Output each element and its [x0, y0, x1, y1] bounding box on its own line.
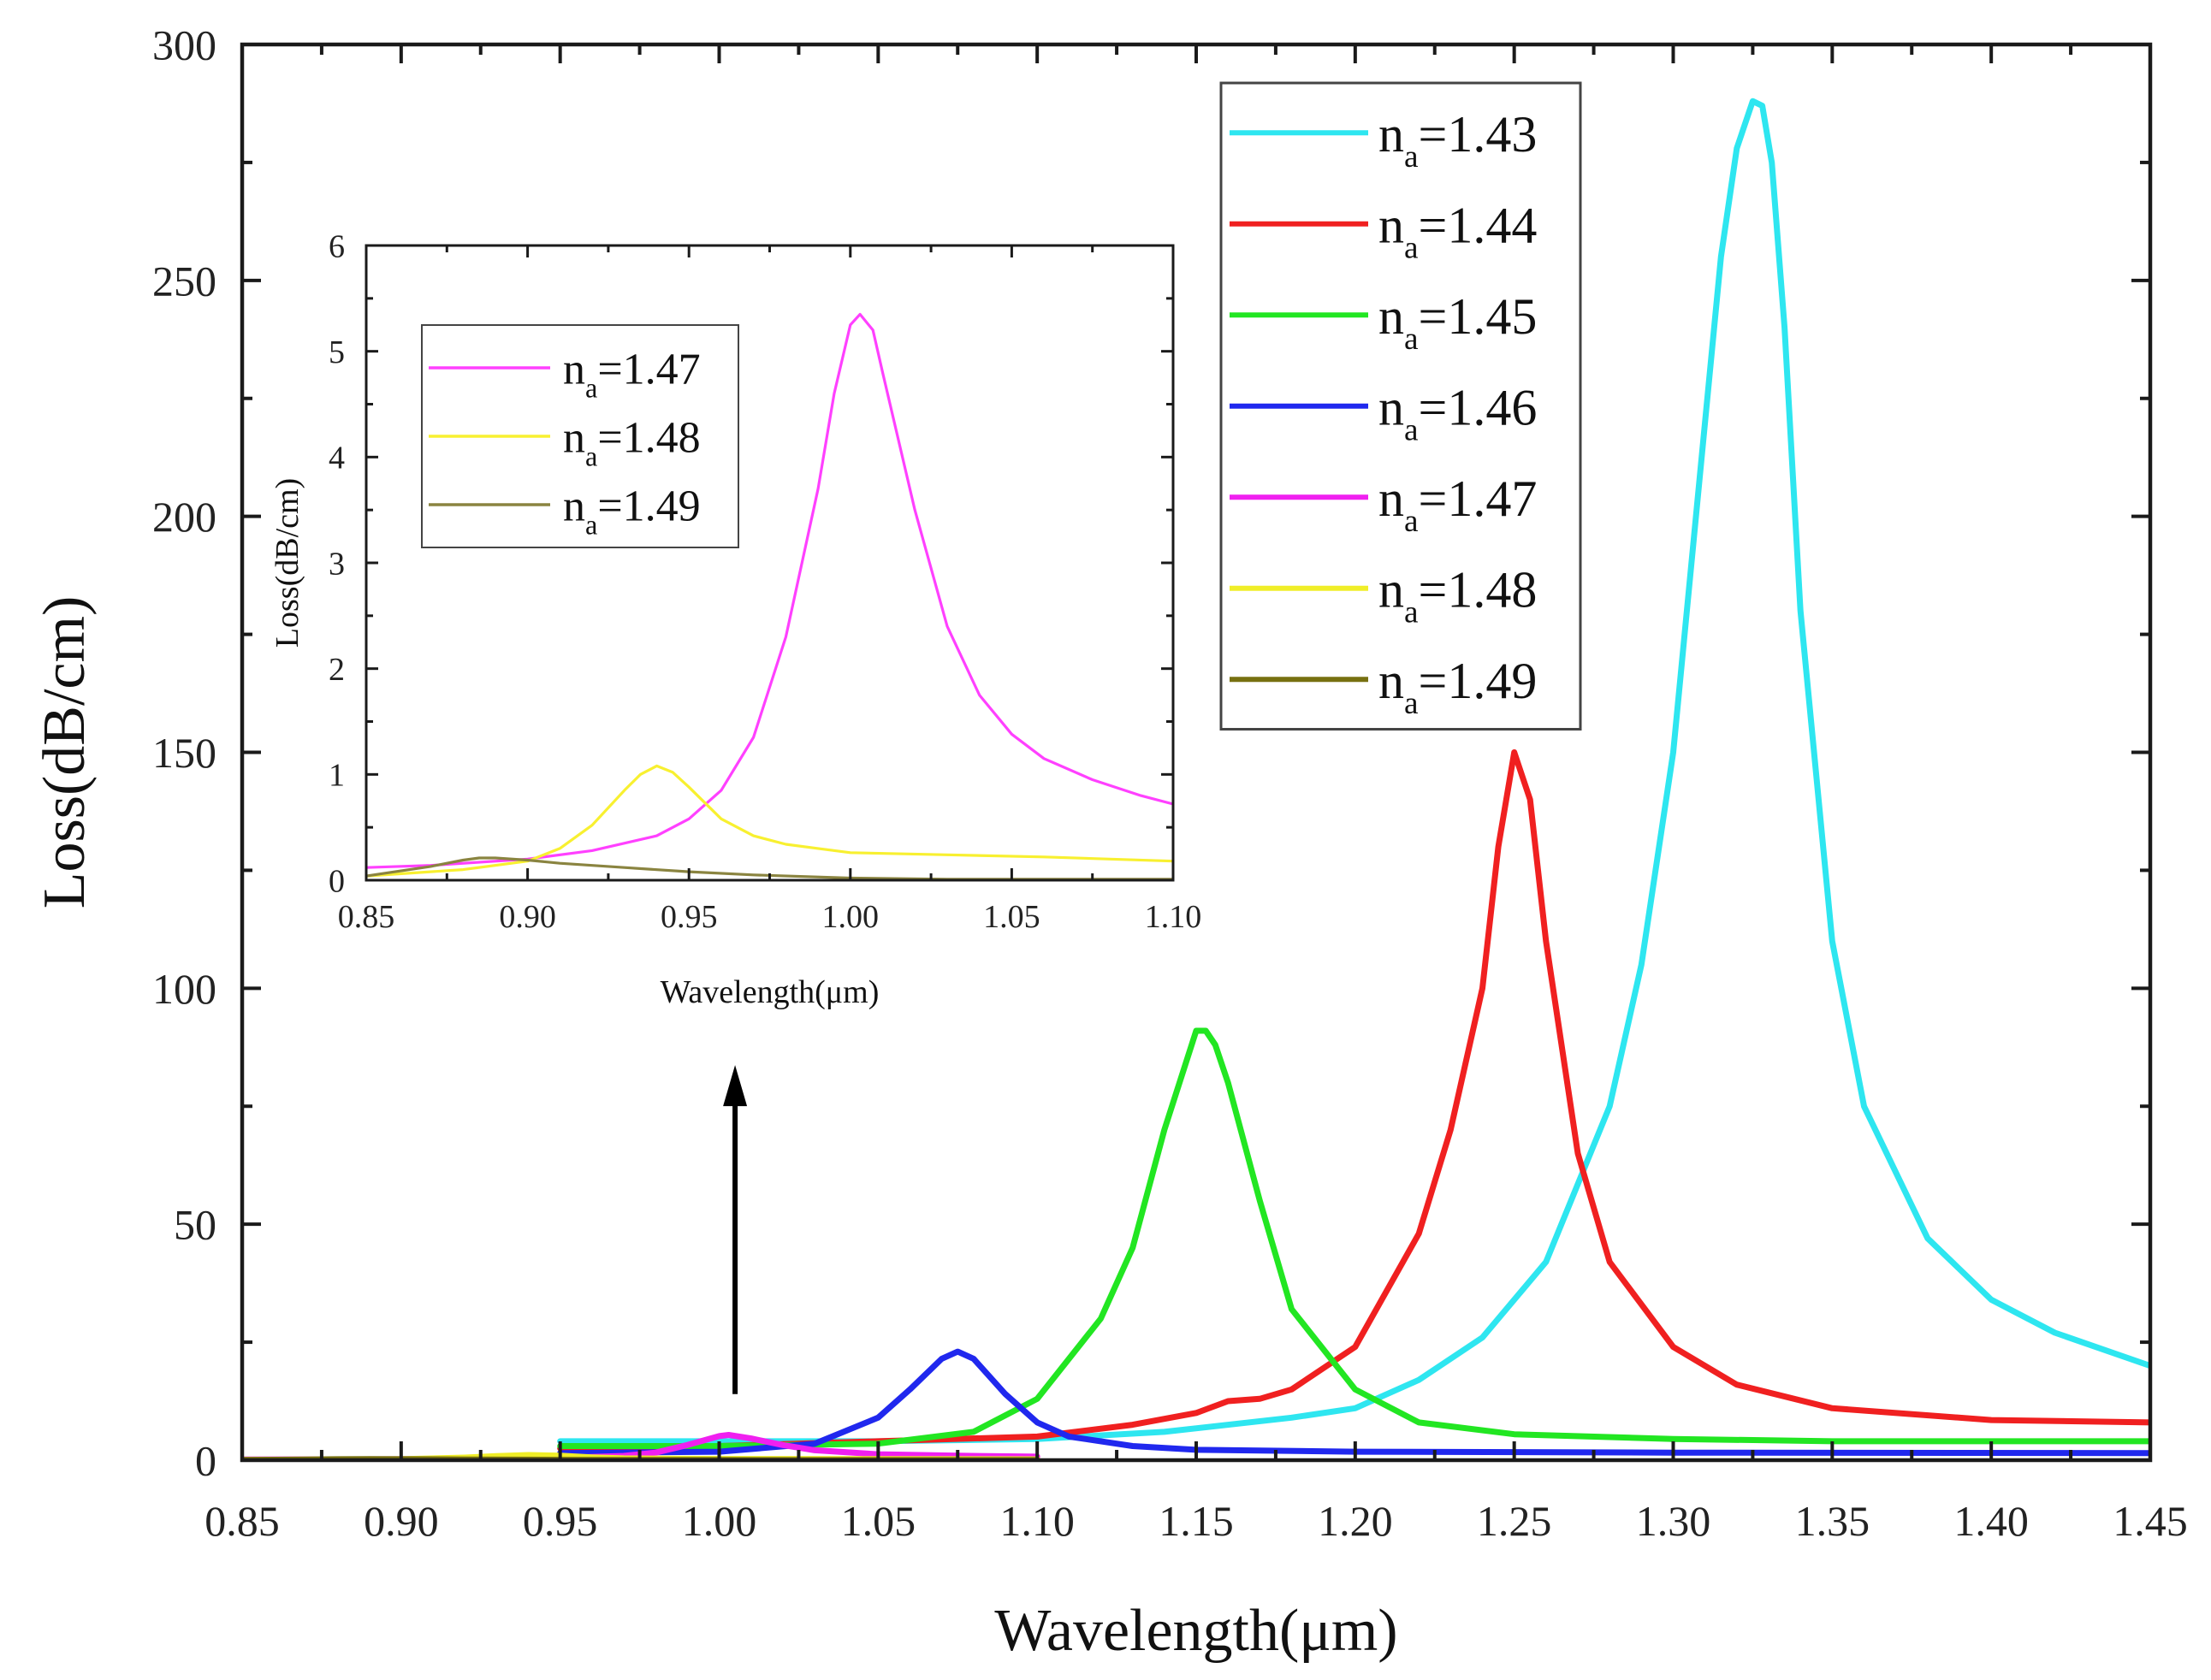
inset-series-line-1-47	[366, 312, 1173, 869]
main-y-tick-label: 100	[152, 965, 216, 1013]
main-series-line-1-45	[557, 1027, 2150, 1449]
inset-legend-label: na=1.48	[563, 414, 701, 472]
main-y-tick-label: 50	[174, 1201, 216, 1249]
main-legend-label: na=1.49	[1378, 653, 1537, 721]
inset-series-line-1-48	[366, 764, 1173, 878]
main-series-line-1-43	[557, 98, 2150, 1445]
inset-x-tick-label: 1.05	[983, 899, 1040, 935]
main-x-tick-label: 1.25	[1477, 1497, 1552, 1545]
main-x-tick-label: 1.10	[999, 1497, 1075, 1545]
inset-y-tick-label: 3	[329, 546, 345, 582]
main-y-tick-label: 300	[152, 21, 216, 69]
inset-y-axis-title: Loss(dB/cm)	[270, 478, 305, 648]
inset-y-tick-label: 5	[329, 334, 345, 370]
main-y-tick-label: 0	[195, 1437, 216, 1485]
main-x-tick-label: 0.90	[364, 1497, 439, 1545]
main-x-tick-label: 1.30	[1636, 1497, 1711, 1545]
main-legend-label: na=1.46	[1378, 379, 1537, 447]
main-series-line-1-44	[557, 749, 2150, 1452]
inset-legend-label: na=1.49	[563, 482, 701, 541]
main-legend-label: na=1.43	[1378, 106, 1537, 175]
main-x-tick-label: 1.00	[682, 1497, 757, 1545]
main-x-tick-label: 1.05	[841, 1497, 916, 1545]
inset-x-tick-label: 0.90	[499, 899, 556, 935]
inset-y-tick-label: 0	[329, 863, 345, 899]
inset-y-tick-label: 6	[329, 228, 345, 264]
main-x-tick-label: 1.45	[2113, 1497, 2188, 1545]
inset-x-tick-label: 0.85	[338, 899, 395, 935]
main-y-tick-label: 150	[152, 729, 216, 777]
main-x-tick-label: 0.85	[205, 1497, 280, 1545]
inset-x-tick-label: 1.00	[822, 899, 880, 935]
inset-x-axis-title: Wavelength(μm)	[661, 974, 880, 1010]
inset-x-tick-label: 1.10	[1145, 899, 1202, 935]
inset-y-tick-label: 1	[329, 758, 345, 794]
main-legend-label: na=1.44	[1378, 197, 1537, 265]
main-x-tick-label: 1.20	[1318, 1497, 1393, 1545]
main-y-axis-title: Loss(dB/cm)	[32, 596, 98, 909]
main-y-tick-label: 200	[152, 493, 216, 541]
inset-x-tick-label: 0.95	[661, 899, 718, 935]
main-legend-label: na=1.48	[1378, 561, 1537, 630]
inset-y-tick-label: 4	[329, 441, 345, 476]
main-legend-label: na=1.47	[1378, 470, 1537, 539]
main-arrow-head	[723, 1065, 748, 1107]
main-x-tick-label: 1.40	[1953, 1497, 2029, 1545]
main-x-tick-label: 1.35	[1795, 1497, 1870, 1545]
inset-y-tick-label: 2	[329, 652, 345, 688]
main-x-tick-label: 0.95	[523, 1497, 598, 1545]
main-y-tick-label: 250	[152, 257, 216, 305]
main-legend-label: na=1.45	[1378, 288, 1537, 357]
main-x-tick-label: 1.15	[1159, 1497, 1234, 1545]
main-x-axis-title: Wavelength(μm)	[994, 1598, 1397, 1664]
inset-plot: 0.85 0.90 0.95 1.00 1.05 1.10 0 1 2 3 4 5 6 Wavelengt…	[270, 228, 1201, 1010]
inset-legend-label: na=1.47	[563, 346, 701, 404]
